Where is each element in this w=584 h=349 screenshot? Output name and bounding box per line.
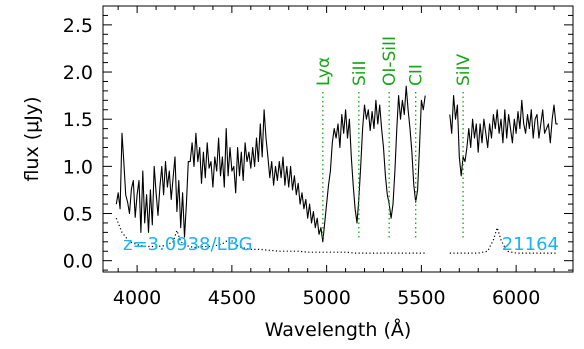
flux-line-segment-0 bbox=[115, 85, 426, 243]
marker-layer: Lyα SiII OI-SiII CII SiIV bbox=[314, 36, 474, 238]
series-layer bbox=[115, 85, 558, 254]
y-tick-label-5: 2.5 bbox=[63, 15, 93, 37]
marker-label-2: OI-SiII bbox=[380, 36, 400, 86]
x-axis-title: Wavelength (Å) bbox=[265, 318, 412, 341]
plot-frame bbox=[102, 5, 574, 273]
y-axis-title: flux (μJy) bbox=[21, 96, 43, 181]
y-tick-label-0: 0.0 bbox=[63, 251, 93, 273]
x-tick-label-1: 4500 bbox=[208, 287, 256, 309]
y-tick-label-2: 1.0 bbox=[63, 156, 93, 178]
noise-line-segment-1 bbox=[449, 227, 558, 254]
y-tick-label-3: 1.5 bbox=[63, 109, 93, 131]
y-tick-label-4: 2.0 bbox=[63, 62, 93, 84]
x-tick-label-0: 4000 bbox=[113, 287, 161, 309]
y-tick-label-1: 0.5 bbox=[63, 204, 93, 226]
marker-label-4: SiIV bbox=[454, 53, 474, 86]
marker-label-0: Lyα bbox=[314, 57, 334, 86]
annotation-0: z=3.0938/LBG bbox=[123, 234, 253, 255]
noise-line-segment-0 bbox=[115, 217, 426, 254]
flux-line-segment-1 bbox=[449, 95, 558, 177]
x-tick-label-4: 6000 bbox=[492, 287, 540, 309]
marker-label-3: CII bbox=[407, 64, 427, 86]
x-tick-label-2: 5000 bbox=[302, 287, 350, 309]
x-tick-label-3: 5500 bbox=[397, 287, 445, 309]
annotation-1: 21164 bbox=[502, 234, 559, 255]
annotation-layer: z=3.0938/LBG 21164 bbox=[123, 234, 559, 255]
marker-label-1: SiII bbox=[350, 60, 370, 86]
tick-layer: 4000 4500 5000 5500 6000 0.0 0.5 1.0 1.5 2.0 2.5 bbox=[63, 6, 574, 309]
